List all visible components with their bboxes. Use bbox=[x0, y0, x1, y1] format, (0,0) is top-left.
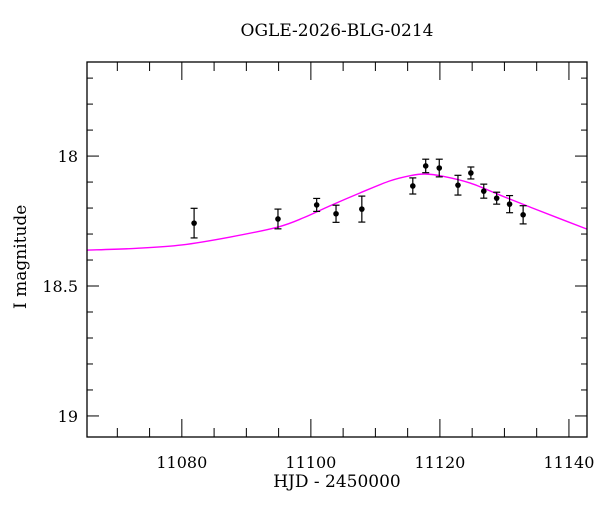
y-tick-label: 18.5 bbox=[42, 277, 78, 296]
x-tick-label: 11120 bbox=[414, 453, 465, 472]
tick-labels: 11080 11100 11120 11140 18 18.5 19 bbox=[42, 147, 594, 472]
data-points bbox=[190, 158, 527, 239]
plot-frame bbox=[86, 61, 588, 438]
data-marker bbox=[506, 201, 513, 207]
x-tick-label: 11080 bbox=[156, 453, 207, 472]
data-point bbox=[467, 166, 475, 180]
chart-title: OGLE-2026-BLG-0214 bbox=[240, 21, 434, 41]
y-tick-label: 19 bbox=[58, 407, 78, 426]
data-point bbox=[506, 194, 514, 214]
data-marker bbox=[333, 210, 339, 217]
data-marker bbox=[191, 220, 197, 226]
x-axis-label: HJD - 2450000 bbox=[273, 472, 401, 492]
data-marker bbox=[359, 206, 365, 212]
data-marker bbox=[422, 163, 429, 169]
x-tick-label: 11140 bbox=[543, 453, 594, 472]
data-marker bbox=[436, 165, 443, 171]
x-tick-label: 11100 bbox=[285, 453, 336, 472]
y-tick-label: 18 bbox=[58, 147, 78, 166]
data-point bbox=[358, 195, 366, 223]
data-point bbox=[435, 158, 443, 178]
data-marker bbox=[480, 188, 487, 194]
data-marker bbox=[275, 216, 281, 222]
data-point bbox=[422, 158, 430, 174]
model-curve bbox=[86, 173, 588, 251]
data-marker bbox=[455, 182, 461, 188]
data-point bbox=[409, 177, 417, 195]
data-marker bbox=[520, 212, 526, 218]
data-marker bbox=[410, 183, 416, 189]
data-marker bbox=[468, 170, 474, 176]
data-marker bbox=[313, 202, 320, 208]
data-point bbox=[274, 208, 282, 230]
data-point bbox=[313, 197, 321, 213]
data-point bbox=[454, 174, 462, 196]
data-point bbox=[190, 207, 198, 239]
data-point bbox=[519, 205, 527, 225]
data-marker bbox=[493, 195, 500, 201]
axis-ticks bbox=[87, 62, 587, 437]
data-point bbox=[480, 183, 488, 199]
data-point bbox=[493, 191, 501, 205]
y-axis-label: I magnitude bbox=[11, 204, 31, 309]
data-point bbox=[332, 204, 340, 223]
